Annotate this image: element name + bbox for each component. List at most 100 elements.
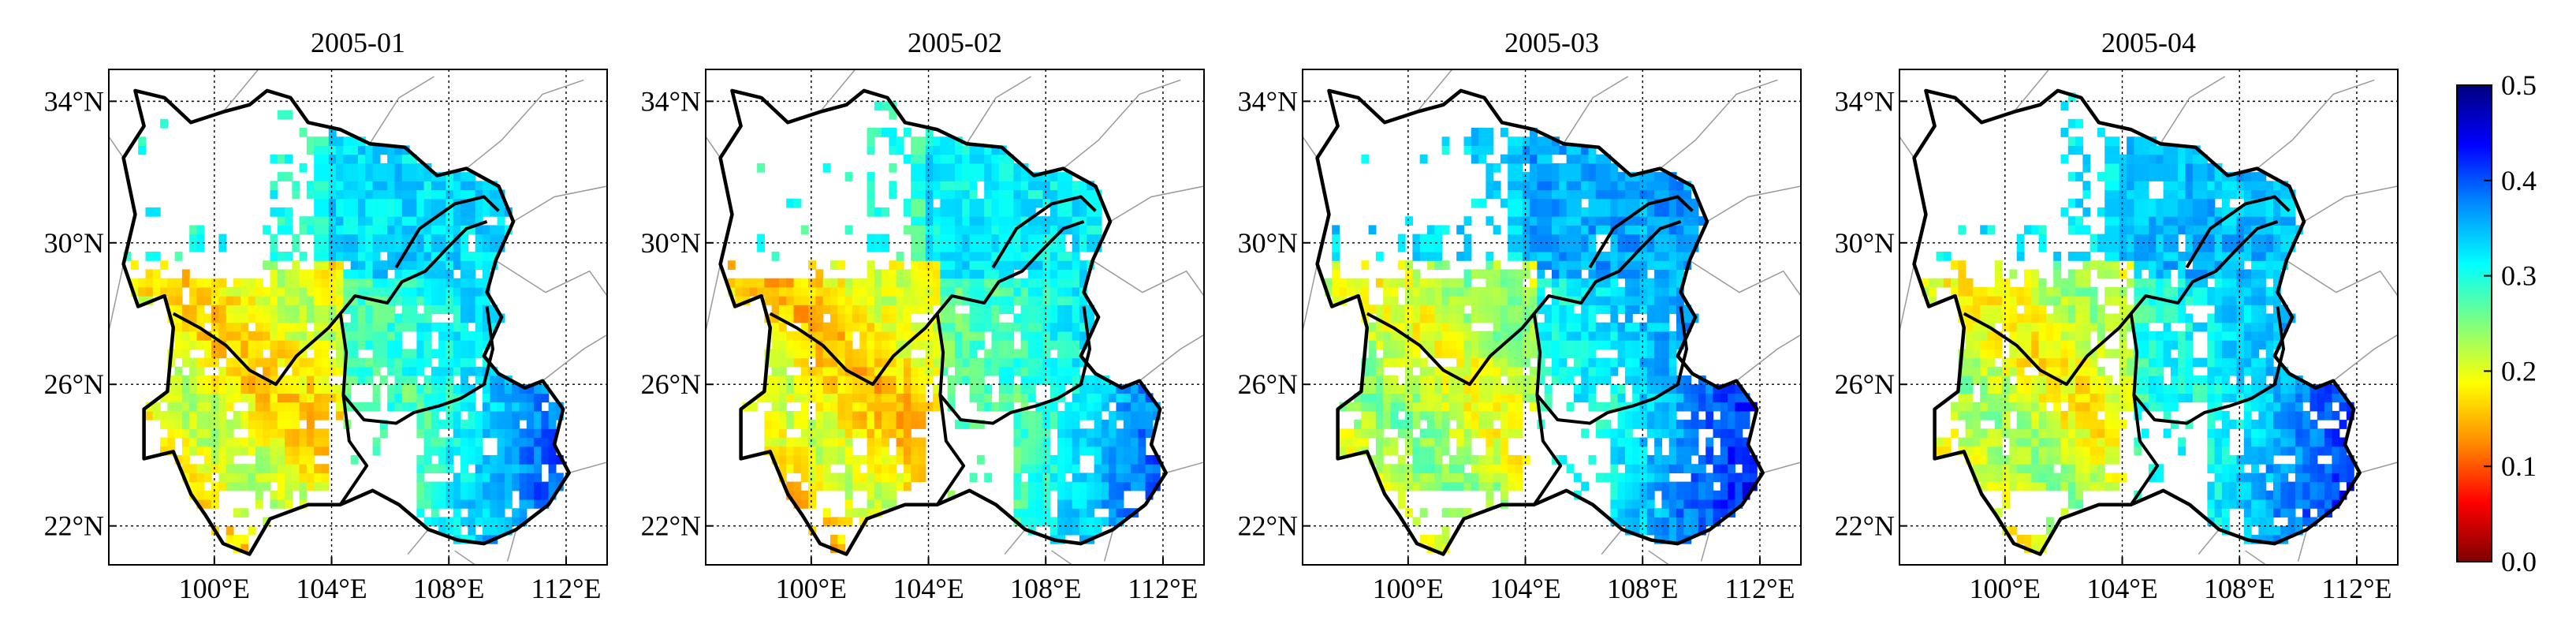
data-cell bbox=[328, 225, 337, 235]
data-cell bbox=[889, 428, 897, 439]
data-cell bbox=[903, 366, 911, 376]
data-cell bbox=[263, 446, 271, 456]
data-cell bbox=[1610, 296, 1619, 305]
data-cell bbox=[519, 410, 528, 420]
data-cell bbox=[800, 454, 809, 465]
data-cell bbox=[1713, 499, 1721, 509]
data-cell bbox=[1478, 198, 1486, 208]
data-cell bbox=[1573, 181, 1582, 191]
data-cell bbox=[1493, 384, 1501, 394]
data-cell bbox=[1087, 410, 1095, 420]
data-cell bbox=[1559, 216, 1568, 226]
data-cell bbox=[306, 225, 315, 235]
data-cell bbox=[1522, 296, 1530, 305]
data-cell bbox=[2031, 278, 2040, 288]
data-cell bbox=[1646, 410, 1655, 420]
data-cell bbox=[218, 286, 227, 297]
data-cell bbox=[416, 481, 425, 491]
data-cell bbox=[1624, 481, 1633, 491]
data-cell bbox=[1079, 446, 1087, 456]
data-cell bbox=[1042, 437, 1051, 447]
data-cell bbox=[1735, 446, 1743, 456]
data-cell bbox=[1448, 393, 1457, 403]
data-cell bbox=[1434, 464, 1443, 473]
data-cell bbox=[394, 225, 403, 235]
data-cell bbox=[896, 269, 904, 279]
data-cell bbox=[423, 393, 432, 403]
data-cell bbox=[844, 393, 853, 403]
data-cell bbox=[749, 286, 758, 297]
data-cell bbox=[1588, 181, 1597, 191]
data-cell bbox=[1676, 207, 1684, 217]
data-cell bbox=[548, 428, 557, 439]
data-cell bbox=[808, 376, 816, 385]
data-cell bbox=[270, 305, 278, 315]
data-cell bbox=[991, 322, 1000, 332]
data-cell bbox=[1383, 305, 1392, 315]
data-cell bbox=[786, 420, 795, 429]
data-cell bbox=[314, 278, 322, 288]
data-cell bbox=[196, 366, 205, 376]
data-cell bbox=[1042, 286, 1051, 297]
data-cell bbox=[2016, 384, 2025, 394]
data-cell bbox=[1027, 481, 1036, 491]
data-cell bbox=[1566, 181, 1575, 191]
data-cell bbox=[1515, 349, 1523, 359]
data-cell bbox=[350, 376, 359, 385]
data-cell bbox=[969, 260, 978, 270]
data-cell bbox=[911, 366, 919, 376]
data-cell bbox=[285, 340, 293, 349]
data-cell bbox=[2038, 225, 2047, 235]
data-cell bbox=[1552, 357, 1560, 368]
data-cell bbox=[1087, 437, 1095, 447]
data-cell bbox=[475, 410, 483, 420]
data-cell bbox=[299, 490, 308, 500]
data-cell bbox=[1020, 278, 1029, 288]
data-cell bbox=[1006, 402, 1014, 412]
data-cell bbox=[933, 189, 941, 200]
data-cell bbox=[1405, 269, 1413, 279]
data-cell bbox=[2060, 481, 2069, 491]
data-cell bbox=[867, 340, 875, 349]
data-cell bbox=[1456, 225, 1465, 235]
data-cell bbox=[844, 410, 853, 420]
data-cell bbox=[1936, 446, 1944, 456]
neighbor-boundary bbox=[222, 69, 259, 113]
data-cell bbox=[830, 340, 838, 349]
data-cell bbox=[401, 384, 410, 394]
neighbor-boundary bbox=[1706, 185, 1801, 222]
data-cell bbox=[793, 286, 802, 297]
data-cell bbox=[918, 331, 926, 341]
data-cell bbox=[453, 322, 461, 332]
data-cell bbox=[453, 331, 461, 341]
data-cell bbox=[1419, 252, 1428, 261]
data-cell bbox=[1042, 420, 1051, 429]
data-cell bbox=[1434, 384, 1443, 394]
data-cell bbox=[1624, 286, 1633, 297]
lat-tick-label: 26°N bbox=[44, 368, 104, 400]
panel-title: 2005-03 bbox=[1504, 27, 1599, 58]
data-cell bbox=[1368, 305, 1377, 315]
data-cell bbox=[438, 252, 447, 261]
data-cell bbox=[343, 181, 352, 191]
data-cell bbox=[1691, 402, 1699, 412]
data-cell bbox=[292, 384, 300, 394]
data-cell bbox=[336, 278, 344, 288]
data-cell bbox=[911, 357, 919, 368]
data-cell bbox=[1405, 296, 1413, 305]
data-cell bbox=[1661, 357, 1670, 368]
data-cell bbox=[490, 393, 498, 403]
data-cell bbox=[1072, 366, 1080, 376]
data-cell bbox=[859, 428, 868, 439]
data-cell bbox=[947, 252, 956, 261]
data-cell bbox=[1456, 508, 1465, 518]
data-cell bbox=[1079, 198, 1087, 208]
data-cell bbox=[1581, 481, 1590, 491]
data-cell bbox=[786, 410, 795, 420]
data-cell bbox=[1595, 216, 1604, 226]
data-cell bbox=[1434, 534, 1443, 544]
data-cell bbox=[314, 234, 322, 244]
data-cell bbox=[1661, 225, 1670, 235]
data-cell bbox=[852, 349, 860, 359]
data-cell bbox=[808, 499, 816, 509]
